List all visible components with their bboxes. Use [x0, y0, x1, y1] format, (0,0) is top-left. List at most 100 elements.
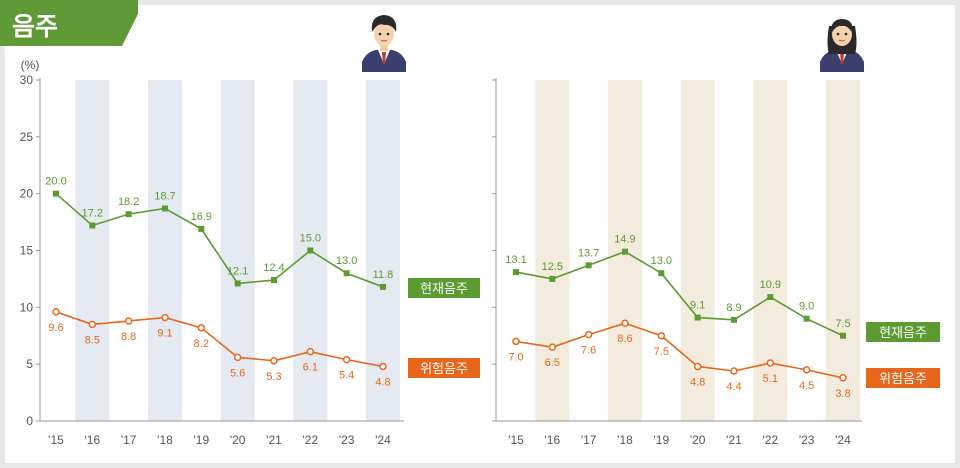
y-tick-label: 25: [20, 130, 34, 144]
risky-drinking-point: [52, 308, 60, 316]
x-tick-label: '16: [545, 433, 561, 447]
current-drinking-label: 13.7: [578, 247, 599, 259]
risky-drinking-point: [584, 330, 593, 339]
risky-drinking-point: [621, 319, 629, 327]
current-drinking-point: [803, 315, 810, 322]
current-drinking-point: [379, 283, 386, 290]
risky-drinking-label: 3.8: [835, 388, 850, 400]
legend-risky-box: [408, 358, 480, 378]
x-tick-label: '15: [508, 433, 524, 447]
legend-current-box: [408, 278, 480, 298]
current-drinking-line: [515, 250, 844, 337]
current-drinking-label: 12.5: [542, 261, 563, 273]
year-band: [753, 80, 788, 421]
legend-current-label: 현재음주: [420, 282, 468, 297]
legend-risky-label: 위험음주: [879, 372, 927, 387]
y-tick-label: 20: [20, 187, 34, 201]
current-drinking-point: [161, 205, 168, 212]
risky-drinking-point: [693, 362, 702, 371]
current-drinking-point: [125, 211, 132, 218]
x-tick-label: '19: [193, 433, 209, 447]
y-tick-label: 0: [26, 414, 33, 428]
risky-drinking-point: [730, 367, 738, 375]
risky-drinking-point: [161, 313, 169, 322]
current-drinking-point: [621, 248, 628, 255]
legend-current-label: 현재음주: [879, 326, 927, 341]
risky-drinking-point: [270, 357, 278, 365]
current-drinking-point: [198, 225, 205, 232]
current-drinking-label: 17.2: [82, 207, 103, 219]
x-tick-label: '19: [653, 433, 669, 447]
y-tick-label: 5: [26, 357, 33, 371]
risky-drinking-label: 5.3: [266, 371, 281, 383]
current-drinking-point: [549, 275, 556, 282]
current-drinking-point: [658, 270, 665, 277]
current-drinking-label: 14.9: [614, 234, 635, 246]
y-tick-label: 30: [20, 73, 34, 87]
risky-drinking-label: 4.5: [799, 380, 814, 392]
x-tick-label: '24: [375, 433, 391, 447]
current-drinking-point: [513, 269, 519, 276]
current-drinking-point: [343, 270, 350, 277]
risky-drinking-point: [766, 359, 775, 367]
risky-drinking-label: 4.8: [375, 376, 390, 388]
x-tick-label: '21: [726, 433, 742, 447]
male-student-icon: [362, 15, 406, 72]
year-band: [75, 80, 110, 421]
risky-drinking-point: [88, 320, 97, 329]
x-tick-label: '17: [581, 433, 597, 447]
current-drinking-label: 12.1: [227, 265, 248, 277]
x-tick-label: '24: [835, 433, 851, 447]
current-drinking-label: 11.8: [373, 269, 394, 281]
x-tick-label: '17: [121, 433, 137, 447]
x-tick-label: '22: [302, 433, 318, 447]
risky-drinking-point: [233, 353, 242, 362]
current-drinking-line: [55, 193, 384, 288]
female-student-icon: [820, 19, 864, 72]
current-drinking-label: 8.9: [726, 302, 741, 314]
current-drinking-label: 13.0: [336, 255, 357, 267]
year-band: [220, 80, 255, 421]
x-tick-label: '20: [690, 433, 706, 447]
current-drinking-point: [839, 332, 846, 339]
risky-drinking-point: [512, 337, 520, 346]
legend-risky-label: 위험음주: [420, 362, 468, 377]
x-tick-label: '23: [799, 433, 815, 447]
risky-drinking-point: [124, 317, 133, 325]
risky-drinking-label: 5.6: [230, 367, 245, 379]
current-drinking-point: [234, 280, 241, 287]
risky-drinking-label: 7.5: [654, 346, 669, 358]
risky-drinking-label: 6.5: [545, 357, 560, 369]
risky-drinking-point: [342, 355, 351, 364]
current-drinking-label: 12.4: [263, 262, 284, 274]
risky-drinking-point: [379, 362, 387, 371]
x-tick-label: '22: [762, 433, 778, 447]
current-drinking-point: [767, 294, 774, 301]
y-tick-label: 15: [20, 244, 34, 258]
risky-drinking-point: [197, 324, 206, 332]
risky-drinking-label: 5.1: [763, 373, 778, 385]
risky-drinking-label: 8.5: [85, 334, 100, 346]
risky-drinking-label: 8.6: [617, 333, 632, 345]
year-band: [147, 80, 182, 421]
current-drinking-point: [89, 222, 96, 229]
risky-drinking-label: 8.2: [194, 338, 209, 350]
current-drinking-point: [307, 247, 314, 254]
year-band: [535, 80, 570, 421]
risky-drinking-label: 4.4: [726, 381, 741, 393]
current-drinking-point: [585, 262, 592, 269]
current-drinking-label: 18.2: [118, 196, 139, 208]
current-drinking-label: 20.0: [45, 176, 66, 188]
current-drinking-point: [270, 277, 277, 284]
risky-drinking-point: [839, 374, 847, 382]
current-drinking-label: 18.7: [154, 190, 175, 202]
risky-drinking-point: [548, 343, 557, 351]
risky-drinking-label: 9.6: [48, 322, 63, 334]
x-tick-label: '18: [157, 433, 173, 447]
risky-drinking-line: [515, 322, 844, 379]
current-drinking-label: 16.9: [191, 211, 212, 223]
x-tick-label: '23: [339, 433, 355, 447]
current-drinking-label: 15.0: [300, 233, 321, 245]
risky-drinking-point: [802, 366, 811, 374]
